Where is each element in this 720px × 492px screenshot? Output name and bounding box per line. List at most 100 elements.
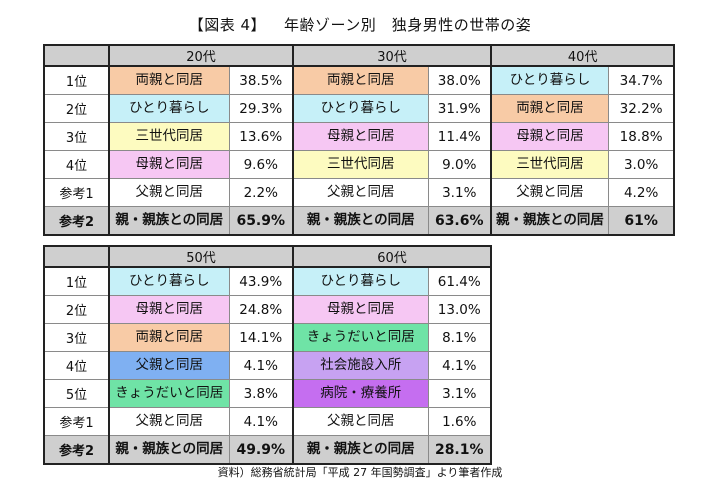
household-type-label: 母親と同居 xyxy=(135,301,204,317)
household-type-cell: ひとり暮らし xyxy=(108,94,230,123)
table-50s-60s: 50代 60代 1位 ひとり暮らし 43.9% ひとり暮らし 61.4% 2位 母親と同居 24.… xyxy=(43,245,492,465)
percentage-value: 63.6% xyxy=(427,206,492,236)
household-type-label: 病院・療養所 xyxy=(320,385,402,401)
table-row: 1位 ひとり暮らし 43.9% ひとり暮らし 61.4% xyxy=(43,266,492,296)
age-header: 30代 xyxy=(292,44,492,67)
household-type-cell: 父親と同居 xyxy=(292,178,429,207)
household-type-label: 母親と同居 xyxy=(516,128,584,144)
header-corner xyxy=(43,245,110,268)
table-row: 3位 三世代同居 13.6% 母親と同居 11.4% 母親と同居 18.8% xyxy=(43,122,676,151)
rank-label: 3位 xyxy=(43,323,110,352)
household-type-label: きょうだいと同居 xyxy=(115,385,224,401)
age-header: 20代 xyxy=(108,44,294,67)
percentage-value: 11.4% xyxy=(427,122,492,151)
percentage-value: 4.1% xyxy=(228,351,294,380)
percentage-value: 61% xyxy=(607,206,676,236)
table-row: 参考2 親・親族との同居 65.9% 親・親族との同居 63.6% 親・親族との同居 61% xyxy=(43,206,676,236)
rank-label: 5位 xyxy=(43,379,110,408)
percentage-value: 38.0% xyxy=(427,65,492,95)
percentage-value: 9.0% xyxy=(427,150,492,179)
household-type-cell: 両親と同居 xyxy=(108,65,230,95)
household-type-cell: 三世代同居 xyxy=(490,150,609,179)
percentage-value: 29.3% xyxy=(228,94,294,123)
percentage-value: 4.2% xyxy=(607,178,676,207)
household-type-label: 親・親族との同居 xyxy=(306,441,415,457)
household-type-cell: 父親と同居 xyxy=(108,178,230,207)
percentage-value: 32.2% xyxy=(607,94,676,123)
table-20s-40s: 20代 30代 40代 1位 両親と同居 38.5% 両親と同居 38.0% ひとり暮らし 34.… xyxy=(43,44,676,236)
household-type-label: 親・親族との同居 xyxy=(496,212,604,228)
household-type-cell: 父親と同居 xyxy=(108,407,230,436)
rank-label: 1位 xyxy=(43,65,110,95)
percentage-value: 24.8% xyxy=(228,295,294,324)
percentage-value: 18.8% xyxy=(607,122,676,151)
figure-label: 【図表 4】 xyxy=(188,16,267,34)
rank-label: 参考2 xyxy=(43,206,110,236)
household-type-label: 親・親族との同居 xyxy=(306,212,415,228)
header-row: 20代 30代 40代 xyxy=(43,44,676,67)
percentage-value: 43.9% xyxy=(228,266,294,296)
household-type-cell: 父親と同居 xyxy=(292,407,429,436)
household-type-cell: 親・親族との同居 xyxy=(108,435,230,465)
household-type-cell: 母親と同居 xyxy=(490,122,609,151)
household-type-cell: 病院・療養所 xyxy=(292,379,429,408)
household-type-label: 三世代同居 xyxy=(327,156,395,172)
table-row: 参考2 親・親族との同居 49.9% 親・親族との同居 28.1% xyxy=(43,435,492,465)
percentage-value: 14.1% xyxy=(228,323,294,352)
household-type-cell: 母親と同居 xyxy=(292,122,429,151)
household-type-cell: 父親と同居 xyxy=(490,178,609,207)
age-header: 60代 xyxy=(292,245,492,268)
household-type-label: 親・親族との同居 xyxy=(115,441,224,457)
rank-label: 2位 xyxy=(43,94,110,123)
household-type-label: ひとり暮らし xyxy=(128,273,210,289)
age-header: 50代 xyxy=(108,245,294,268)
household-type-label: 両親と同居 xyxy=(135,72,204,88)
household-type-cell: 親・親族との同居 xyxy=(292,206,429,236)
table-row: 1位 両親と同居 38.5% 両親と同居 38.0% ひとり暮らし 34.7% xyxy=(43,65,676,95)
percentage-value: 3.1% xyxy=(427,178,492,207)
household-type-cell: ひとり暮らし xyxy=(490,65,609,95)
table-row: 4位 父親と同居 4.1% 社会施設入所 4.1% xyxy=(43,351,492,380)
rank-label: 1位 xyxy=(43,266,110,296)
percentage-value: 65.9% xyxy=(228,206,294,236)
household-type-label: 両親と同居 xyxy=(327,72,395,88)
percentage-value: 49.9% xyxy=(228,435,294,465)
household-type-cell: ひとり暮らし xyxy=(108,266,230,296)
household-type-label: 両親と同居 xyxy=(135,329,204,345)
rank-label: 4位 xyxy=(43,351,110,380)
percentage-value: 4.1% xyxy=(427,351,492,380)
percentage-value: 38.5% xyxy=(228,65,294,95)
header-corner xyxy=(43,44,110,67)
figure-title: 【図表 4】 年齢ゾーン別 独身男性の世帯の姿 xyxy=(0,14,720,35)
percentage-value: 3.0% xyxy=(607,150,676,179)
table-row: 4位 母親と同居 9.6% 三世代同居 9.0% 三世代同居 3.0% xyxy=(43,150,676,179)
header-row: 50代 60代 xyxy=(43,245,492,268)
household-type-label: 両親と同居 xyxy=(516,100,584,116)
household-type-label: きょうだいと同居 xyxy=(306,329,415,345)
percentage-value: 9.6% xyxy=(228,150,294,179)
household-type-label: 親・親族との同居 xyxy=(115,212,224,228)
rank-label: 3位 xyxy=(43,122,110,151)
table-row: 2位 ひとり暮らし 29.3% ひとり暮らし 31.9% 両親と同居 32.2% xyxy=(43,94,676,123)
household-type-label: ひとり暮らし xyxy=(320,273,402,289)
percentage-value: 13.0% xyxy=(427,295,492,324)
household-type-label: ひとり暮らし xyxy=(320,100,402,116)
household-type-cell: ひとり暮らし xyxy=(292,266,429,296)
rank-label: 参考2 xyxy=(43,435,110,465)
percentage-value: 13.6% xyxy=(228,122,294,151)
household-type-cell: 両親と同居 xyxy=(490,94,609,123)
household-type-label: 父親と同居 xyxy=(135,357,204,373)
table-row: 参考1 父親と同居 4.1% 父親と同居 1.6% xyxy=(43,407,492,436)
age-header: 40代 xyxy=(490,44,676,67)
household-type-cell: 両親と同居 xyxy=(292,65,429,95)
household-type-label: 母親と同居 xyxy=(327,301,395,317)
table-row: 5位 きょうだいと同居 3.8% 病院・療養所 3.1% xyxy=(43,379,492,408)
figure-title-text: 年齢ゾーン別 独身男性の世帯の姿 xyxy=(284,16,532,34)
percentage-value: 3.1% xyxy=(427,379,492,408)
household-type-cell: 三世代同居 xyxy=(292,150,429,179)
percentage-value: 3.8% xyxy=(228,379,294,408)
household-type-label: 社会施設入所 xyxy=(320,357,402,373)
percentage-value: 1.6% xyxy=(427,407,492,436)
percentage-value: 28.1% xyxy=(427,435,492,465)
